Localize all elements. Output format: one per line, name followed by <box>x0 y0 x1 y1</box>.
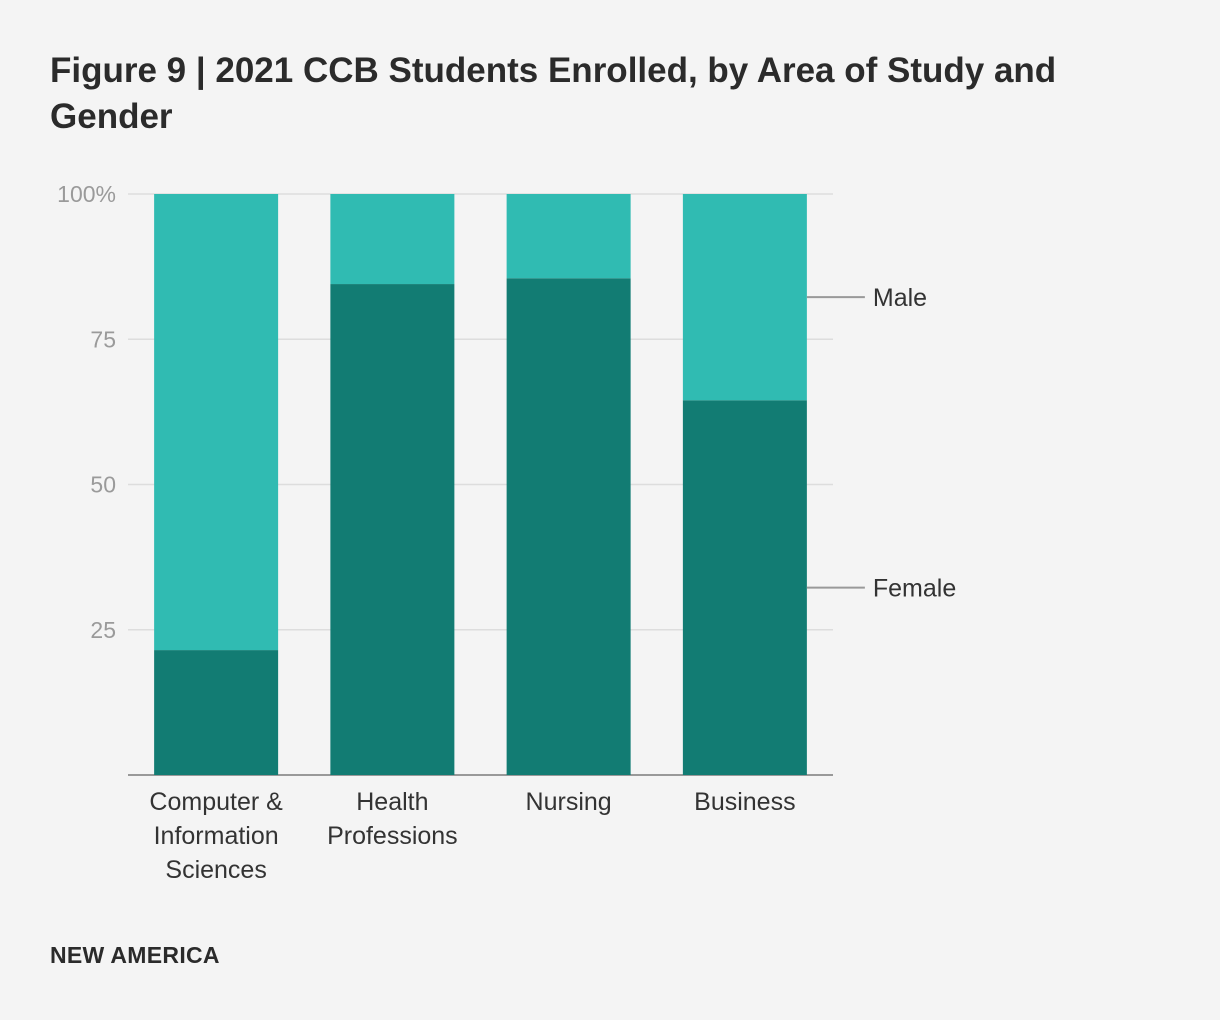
y-tick-label: 100% <box>57 181 116 207</box>
bars <box>154 194 807 775</box>
chart-title: Figure 9 | 2021 CCB Students Enrolled, b… <box>50 51 1057 136</box>
footer-brand: NEW AMERICA <box>50 942 220 968</box>
x-category-label-line: Nursing <box>526 788 612 816</box>
bar-male-segment <box>506 194 631 279</box>
y-tick-label: 25 <box>90 617 116 643</box>
legend-label-male: Male <box>873 284 927 312</box>
x-category-label-line: Business <box>694 788 795 816</box>
bar-male-segment <box>330 194 455 285</box>
legend-label-female: Female <box>873 575 956 603</box>
y-tick-label: 50 <box>90 472 116 498</box>
bar-male-segment <box>682 194 807 401</box>
x-category-label-line: Health <box>356 788 428 816</box>
x-category-label-line: Computer & <box>149 788 283 816</box>
x-category-label-line: Sciences <box>165 856 266 884</box>
bar-female-segment <box>506 278 631 775</box>
bar-female-segment <box>330 284 455 775</box>
x-category-label: Business <box>694 788 795 816</box>
bar-male-segment <box>154 194 279 651</box>
x-category-label-line: Professions <box>327 822 458 850</box>
x-category-label-line: Information <box>154 822 279 850</box>
y-tick-label: 75 <box>90 326 116 352</box>
x-category-label: Health Professions <box>327 788 458 850</box>
bar-female-segment <box>682 400 807 775</box>
x-axis-labels: Computer & Information Sciences Health Profe… <box>149 788 795 884</box>
x-category-label: Nursing <box>526 788 612 816</box>
x-category-label: Computer & Information Sciences <box>149 788 283 884</box>
bar-female-segment <box>154 650 279 775</box>
y-axis-ticks: 25 50 75 100% <box>57 181 116 643</box>
legend: Female Male <box>806 284 956 603</box>
